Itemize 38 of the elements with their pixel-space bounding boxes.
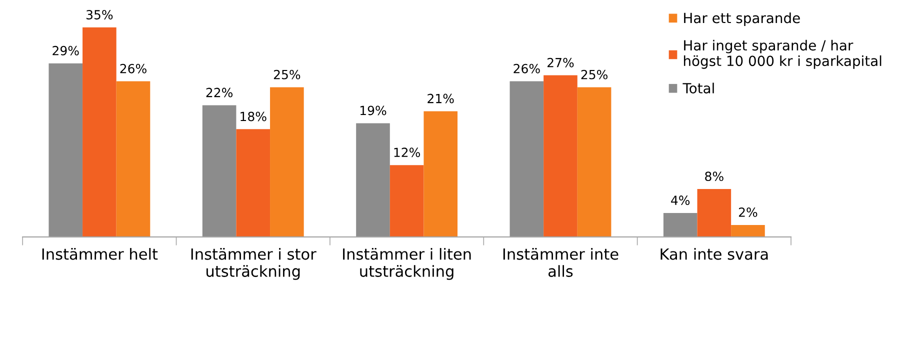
data-label: 29% — [52, 46, 79, 56]
bar — [663, 212, 698, 237]
legend-label: Har inget sparande / har högst 10 000 kr i sparkapital — [684, 40, 882, 69]
data-label: 12% — [394, 148, 420, 158]
bar — [270, 87, 304, 237]
bar — [731, 224, 765, 237]
bar — [202, 105, 236, 237]
bar — [236, 129, 270, 237]
legend-label: Har ett sparande — [684, 12, 800, 26]
x-tick-label: Instämmer i stor utsträckning — [191, 248, 316, 280]
x-tick-label: Instämmer i liten utsträckning — [343, 248, 471, 280]
data-label: 35% — [86, 10, 113, 20]
bar — [48, 63, 83, 237]
bar — [82, 27, 116, 237]
data-label: 25% — [274, 70, 300, 80]
x-tick-label: Instämmer inte alls — [503, 248, 618, 277]
bar — [577, 87, 612, 237]
bar — [390, 165, 424, 237]
data-label: 8% — [705, 172, 724, 182]
data-label: 4% — [671, 196, 690, 205]
bar — [424, 111, 458, 237]
data-label: 25% — [581, 70, 608, 80]
data-label: 26% — [514, 64, 540, 74]
data-label: 22% — [206, 88, 233, 98]
bar — [697, 189, 732, 237]
data-label: 26% — [120, 64, 146, 74]
bar — [116, 81, 150, 237]
bar — [510, 81, 544, 237]
bar — [356, 123, 390, 237]
data-label: 19% — [360, 106, 386, 116]
data-label: 21% — [428, 94, 454, 104]
legend-label: Total — [682, 82, 714, 94]
x-tick-label: Kan inte svara — [660, 248, 768, 260]
x-tick-label: Instämmer helt — [42, 248, 158, 260]
data-label: 2% — [738, 208, 758, 217]
data-label: 18% — [240, 112, 266, 122]
data-label: 27% — [548, 58, 574, 68]
bar — [544, 75, 578, 237]
